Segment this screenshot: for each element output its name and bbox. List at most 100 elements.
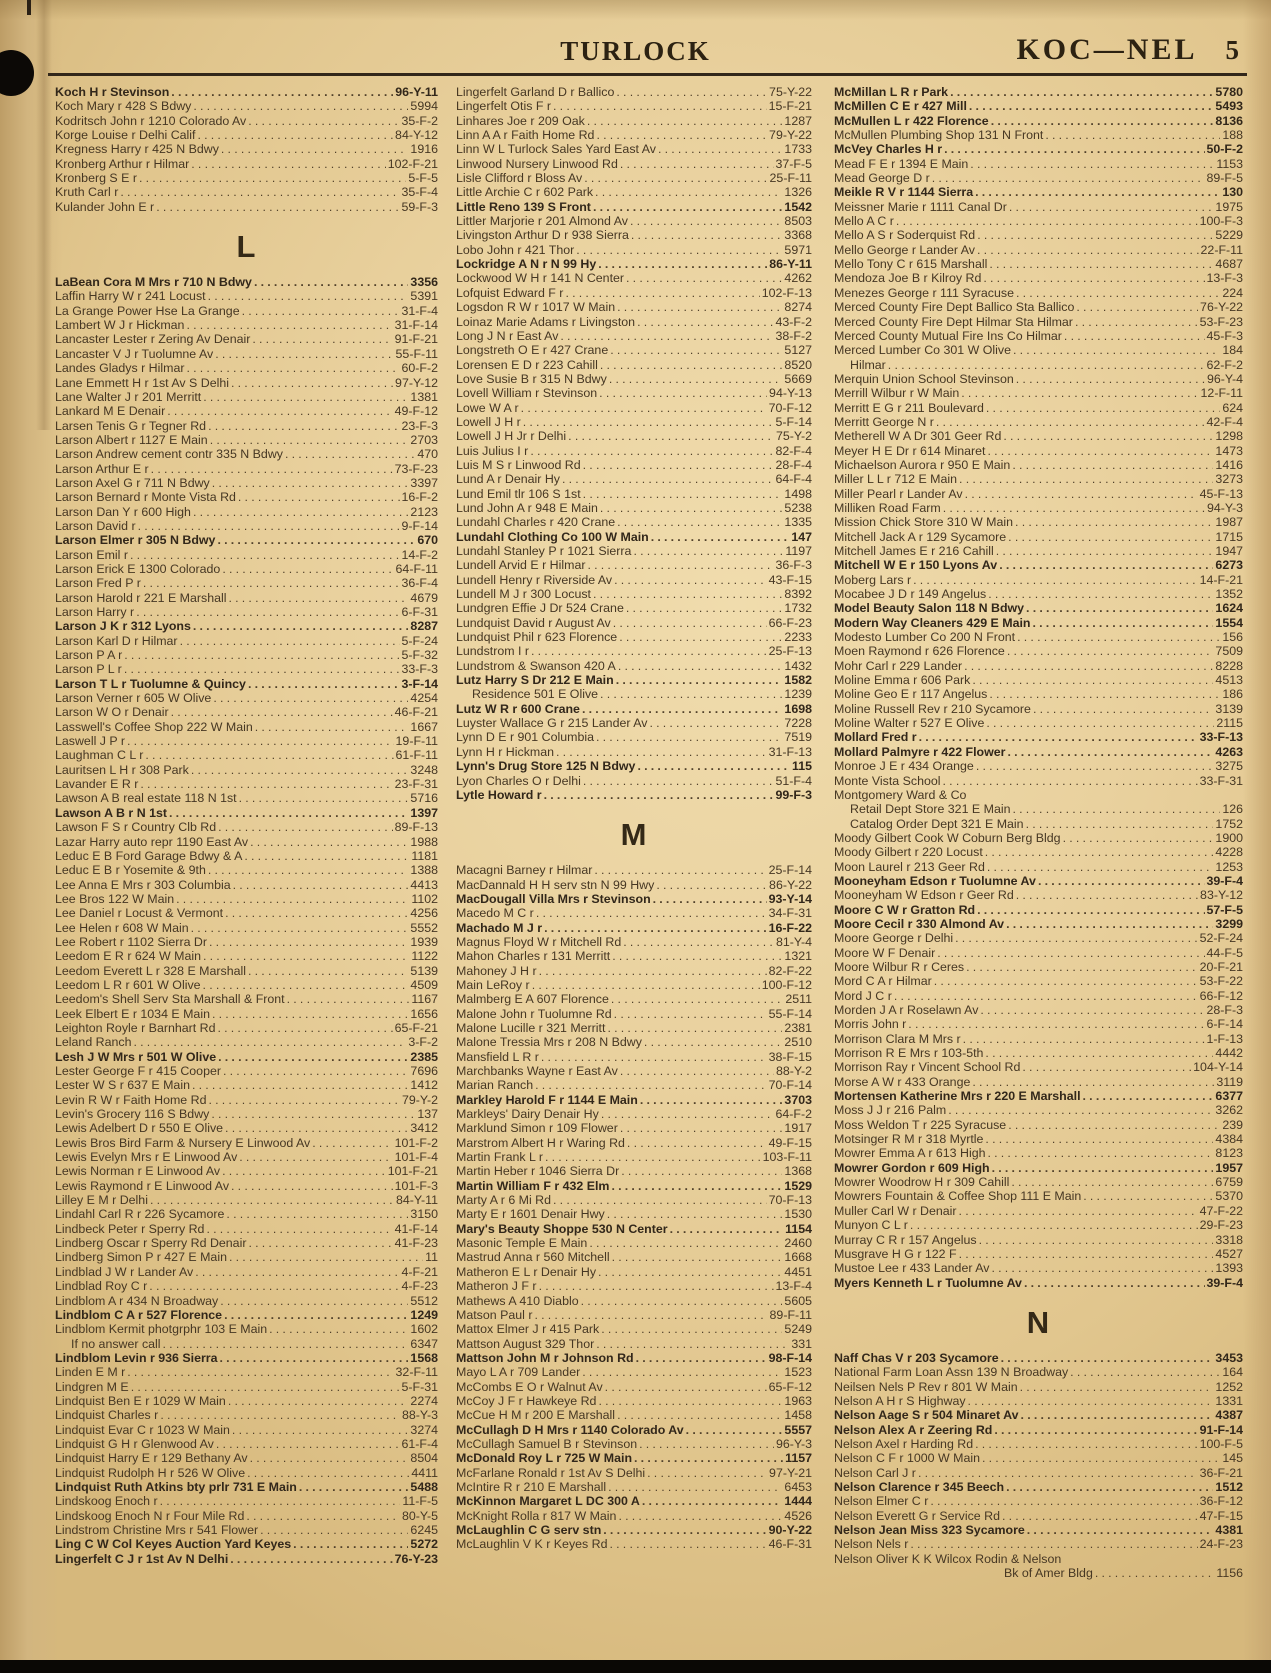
dot-leader (228, 1394, 409, 1408)
entry-number: 99-F-3 (775, 787, 813, 802)
directory-entry: Lee Daniel r Locust & Vermont 4256 (55, 906, 438, 920)
entry-number: 86-Y-11 (769, 257, 812, 272)
entry-number: 11-F-5 (402, 1494, 438, 1509)
entry-number: 1752 (1215, 816, 1243, 831)
entry-number: 1733 (784, 142, 812, 157)
directory-entry: Lindquist Rudolph H r 526 W Olive 4411 (55, 1466, 438, 1480)
directory-entry: Lindblad Roy C r 4-F-23 (55, 1279, 438, 1293)
dot-leader (198, 128, 394, 142)
directory-entry: Lambert W J r Hickman 31-F-14 (55, 318, 438, 332)
entry-name: Mohr Carl r 229 Lander (834, 658, 963, 673)
entry-number: 24-F-23 (1199, 1537, 1243, 1552)
dot-leader (1083, 1089, 1214, 1103)
entry-name: Lauritsen L H r 308 Park (55, 762, 189, 777)
dot-leader (975, 1437, 1197, 1451)
dot-leader (596, 730, 782, 744)
entry-name: Mead F E r 1394 E Main (834, 156, 969, 171)
entry-number: 5238 (784, 500, 812, 515)
entry-number: 239 (1222, 1117, 1243, 1132)
entry-number: 4254 (410, 691, 438, 706)
entry-number: 3397 (410, 475, 438, 490)
dot-leader (160, 1408, 400, 1422)
dot-leader (910, 1537, 1197, 1551)
entry-name: Moss J J r 216 Palm (834, 1103, 947, 1118)
dot-leader (988, 1146, 1214, 1160)
dot-leader (988, 587, 1213, 601)
dot-leader (980, 1003, 1204, 1017)
entry-number: 100-F-12 (761, 977, 812, 992)
entry-name: Malone John r Tuolumne Rd (456, 1006, 612, 1021)
entry-name: Malone Tressia Mrs r 208 N Bdwy (456, 1035, 642, 1050)
dot-leader (955, 931, 1197, 945)
entry-name: Nelson Aage S r 504 Minaret Av (834, 1408, 1019, 1423)
dot-leader (640, 1093, 783, 1107)
entry-name: McMullen L r 422 Florence (834, 113, 989, 128)
dot-leader (944, 142, 1204, 156)
directory-entry: Leek Elbert E r 1034 E Main 1656 (55, 1007, 438, 1021)
entry-number: 2510 (784, 1035, 812, 1050)
directory-entry: Lundell M J r 300 Locust 8392 (456, 587, 812, 601)
dot-leader (932, 171, 1205, 185)
dot-leader (642, 1494, 783, 1508)
dot-leader (600, 501, 783, 515)
dot-leader (930, 1494, 1197, 1508)
entry-number: 3368 (784, 228, 812, 243)
dot-leader (636, 1351, 767, 1365)
dot-leader (239, 791, 409, 805)
entry-number: 3412 (410, 1121, 438, 1136)
entry-name: Linn W L Turlock Sales Yard East Av (456, 142, 656, 157)
entry-name: Kronberg S E r (55, 171, 137, 186)
entry-number: 4451 (784, 1264, 812, 1279)
directory-entry: Hilmar 62-F-2 (834, 358, 1243, 372)
directory-entry: Mord J C r 66-F-12 (834, 989, 1243, 1003)
directory-entry: Merced County Fire Dept Hilmar Sta Hilma… (834, 315, 1243, 329)
directory-entry: Lawson F S r Country Clb Rd 89-F-13 (55, 820, 438, 834)
dot-leader (127, 1365, 393, 1379)
entry-number: 137 (417, 1107, 438, 1122)
directory-entry: Menezes George r 111 Syracuse 224 (834, 286, 1243, 300)
entry-name: Lowell J H r (456, 414, 521, 429)
entry-number: 36-F-21 (1199, 1465, 1243, 1480)
entry-number: 94-Y-3 (1206, 500, 1243, 515)
dot-leader (626, 601, 783, 615)
entry-name: Larson J K r 312 Lyons (55, 619, 191, 634)
entry-name: Nelson C F r 1000 W Main (834, 1451, 980, 1466)
directory-entry: Lilley E M r Delhi 84-Y-11 (55, 1193, 438, 1207)
directory-entry: Mendoza Joe B r Kilroy Rd 13-F-3 (834, 271, 1243, 285)
entry-number: 1523 (784, 1365, 812, 1380)
directory-entry: Lynn's Drug Store 125 N Bdwy 115 (456, 759, 812, 773)
dot-leader (203, 978, 409, 992)
page-right-edge (1243, 0, 1271, 1673)
dot-leader (985, 845, 1214, 859)
directory-entry: Long J N r East Av 38-F-2 (456, 329, 812, 343)
entry-name: Catalog Order Dept 321 E Main (850, 816, 1024, 831)
directory-entry: Lancaster V J r Tuolumne Av 55-F-11 (55, 347, 438, 361)
dot-leader (156, 200, 399, 214)
entry-name: Lewis Evelyn Mrs r E Linwood Av (55, 1150, 238, 1165)
directory-entry: Luis Julius I r 82-F-4 (456, 444, 812, 458)
entry-name: McMillan L R r Park (834, 85, 949, 99)
dot-leader (596, 128, 767, 142)
entry-number: 97-Y-21 (769, 1465, 812, 1480)
entry-name: Mello A S r Soderquist Rd (834, 228, 976, 243)
entry-number: 31-F-13 (768, 744, 812, 759)
entry-number: 57-F-5 (1206, 902, 1244, 917)
alpha-range-label: KOC—NEL (1016, 33, 1198, 66)
directory-entry: Macagni Barney r Hilmar 25-F-14 (456, 863, 812, 877)
dot-leader (610, 343, 782, 357)
directory-entry: Matheron J F r 13-F-4 (456, 1279, 812, 1293)
entry-number: 91-F-14 (1199, 1422, 1243, 1437)
directory-entry: Leduc E B r Yosemite & 9th 1388 (55, 863, 438, 877)
entry-name: Ling C W Col Keyes Auction Yard Keyes (55, 1537, 292, 1552)
directory-entry: Mohr Carl r 229 Lander 8228 (834, 659, 1243, 673)
entry-name: Lund John A r 948 E Main (456, 500, 598, 515)
entry-number: 44-F-5 (1206, 945, 1244, 960)
directory-entry: Masonic Temple E Main 2460 (456, 1236, 812, 1250)
dot-leader (255, 720, 409, 734)
entry-name: Naff Chas V r 203 Sycamore (834, 1350, 999, 1365)
entry-name: Martin William F r 432 Elm (456, 1178, 610, 1193)
entry-number: 75-Y-22 (769, 85, 812, 99)
directory-entry: Moore C W r Gratton Rd 57-F-5 (834, 903, 1243, 917)
entry-name: Lancaster Lester r Zering Av Denair (55, 332, 251, 347)
dot-leader (888, 358, 1205, 372)
